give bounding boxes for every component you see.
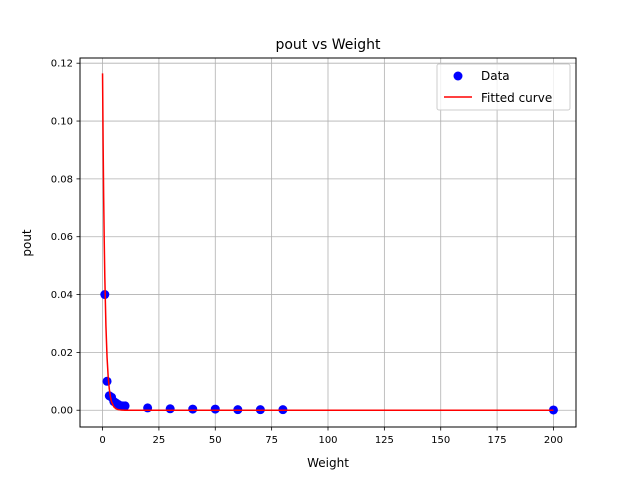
y-axis: 0.00 0.02 0.04 0.06 0.08 0.10 0.12: [51, 59, 80, 417]
x-axis: 0 25 50 75 100 125 150 175 200: [99, 427, 563, 446]
y-tick-label: 0.12: [51, 59, 73, 70]
x-tick-label: 175: [488, 435, 507, 446]
data-point: [165, 404, 175, 414]
legend-label-data: Data: [481, 69, 510, 83]
series-layer: [100, 73, 558, 415]
fitted-curve-line: [101, 73, 554, 411]
data-point: [210, 404, 220, 414]
legend-label-fitted-curve: Fitted curve: [481, 91, 552, 105]
data-point: [188, 404, 198, 414]
x-tick-label: 0: [99, 435, 105, 446]
chart-title: pout vs Weight: [275, 37, 381, 53]
y-tick-label: 0.02: [51, 348, 73, 359]
data-point: [102, 376, 112, 386]
x-tick-label: 125: [375, 435, 394, 446]
data-point: [548, 405, 558, 415]
y-tick-label: 0.10: [51, 117, 73, 128]
y-tick-label: 0.04: [51, 290, 73, 301]
series-data: [100, 290, 558, 415]
grid: [80, 58, 576, 427]
data-point: [120, 401, 130, 411]
x-tick-label: 75: [265, 435, 278, 446]
data-point: [143, 403, 153, 413]
x-tick-label: 150: [431, 435, 450, 446]
x-tick-label: 50: [209, 435, 222, 446]
x-tick-label: 100: [318, 435, 337, 446]
legend-marker-data: [453, 71, 463, 81]
y-tick-label: 0.00: [51, 406, 73, 417]
x-tick-label: 200: [544, 435, 563, 446]
legend-frame: [436, 63, 571, 111]
legend: Data Fitted curve: [436, 63, 571, 111]
y-tick-label: 0.08: [51, 174, 73, 185]
x-tick-label: 25: [153, 435, 166, 446]
x-axis-label: Weight: [307, 456, 349, 470]
y-tick-label: 0.06: [51, 232, 73, 243]
y-axis-label: pout: [20, 229, 34, 257]
